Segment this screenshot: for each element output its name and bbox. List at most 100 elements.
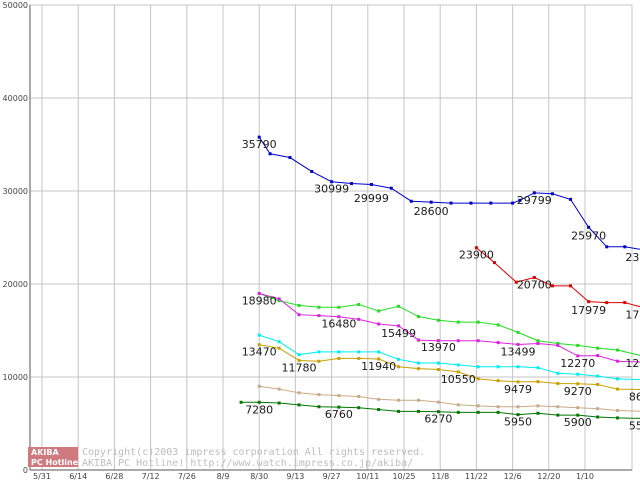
data-point xyxy=(377,408,381,412)
data-value-label: 30999 xyxy=(314,183,349,196)
data-value-label: 28600 xyxy=(414,205,449,218)
data-point xyxy=(476,377,480,381)
data-point xyxy=(357,395,361,399)
data-point xyxy=(587,300,591,304)
data-point xyxy=(474,246,478,250)
data-point xyxy=(357,302,361,306)
data-point xyxy=(516,330,520,334)
data-point xyxy=(257,291,261,295)
copyright-text: Copyright(c)2003 impress corporation All… xyxy=(82,447,425,458)
data-value-label: 17979 xyxy=(571,304,606,317)
y-tick-label: 10000 xyxy=(3,373,28,382)
data-value-label: 5900 xyxy=(564,416,592,429)
data-value-label: 6760 xyxy=(325,408,353,421)
data-value-label: 13970 xyxy=(421,341,456,354)
data-value-label: 8650 xyxy=(629,391,640,404)
axes: 0 10000 20000 30000 40000 50000 5/31 6/14 6/28 7/… xyxy=(3,1,632,480)
data-point xyxy=(277,297,281,301)
data-point xyxy=(489,201,493,205)
data-point xyxy=(569,284,573,288)
data-point xyxy=(397,357,401,361)
data-point xyxy=(397,324,401,328)
data-value-label: 10550 xyxy=(441,373,476,386)
data-point xyxy=(476,410,480,414)
data-point xyxy=(297,303,301,307)
data-point xyxy=(496,341,500,345)
data-point xyxy=(536,380,540,384)
data-point xyxy=(357,350,361,354)
data-point xyxy=(257,135,261,139)
x-tick-label: 10/11 xyxy=(356,472,379,480)
data-labels: 35790 30999 29999 28600 29799 25970 23679 23900… xyxy=(242,138,640,432)
data-point xyxy=(516,365,520,369)
data-point xyxy=(456,403,460,407)
x-tick-label: 7/12 xyxy=(142,472,160,480)
series-line-6 xyxy=(259,385,640,412)
data-point xyxy=(257,400,261,404)
data-point xyxy=(576,343,580,347)
data-point xyxy=(496,365,500,369)
data-point xyxy=(297,358,301,362)
data-value-label: 23679 xyxy=(625,251,640,264)
data-point xyxy=(277,387,281,391)
data-point xyxy=(596,374,600,378)
data-point xyxy=(436,400,440,404)
data-point xyxy=(556,343,560,347)
data-point xyxy=(416,338,420,342)
data-point xyxy=(297,353,301,357)
data-point xyxy=(317,359,321,363)
data-point xyxy=(514,280,518,284)
data-point xyxy=(596,354,600,358)
data-point xyxy=(623,301,627,305)
data-point xyxy=(596,415,600,419)
data-point xyxy=(257,343,261,347)
data-point xyxy=(416,398,420,402)
x-tick-label: 12/20 xyxy=(537,472,560,480)
data-value-label: 25970 xyxy=(571,229,606,242)
data-point xyxy=(476,339,480,343)
data-point xyxy=(389,186,393,190)
data-value-label: 17480 xyxy=(625,308,640,321)
data-point xyxy=(576,382,580,386)
data-point xyxy=(569,197,573,201)
data-point xyxy=(409,199,413,203)
footer-watermark: AKIBA PC Hotline! Copyright(c)2003 impre… xyxy=(28,447,425,469)
data-value-label: 7280 xyxy=(245,403,273,416)
x-tick-label: 12/6 xyxy=(504,472,522,480)
data-value-label: 5540 xyxy=(629,419,640,432)
data-point xyxy=(357,406,361,410)
data-point xyxy=(317,405,321,409)
data-point xyxy=(616,359,620,363)
data-point xyxy=(587,225,591,229)
data-point xyxy=(516,380,520,384)
x-tick-label: 6/14 xyxy=(69,472,87,480)
plot-frame xyxy=(29,4,633,471)
x-tick-label: 10/25 xyxy=(392,472,415,480)
data-point xyxy=(493,261,496,265)
data-point xyxy=(576,413,580,417)
x-tick-label: 9/13 xyxy=(286,472,304,480)
x-tick-label: 5/31 xyxy=(33,472,51,480)
data-point xyxy=(337,405,341,409)
data-point xyxy=(277,346,281,350)
data-point xyxy=(416,315,420,319)
data-point xyxy=(456,370,460,374)
data-point xyxy=(476,365,480,369)
data-point xyxy=(317,393,321,397)
data-point xyxy=(516,413,520,417)
data-point xyxy=(456,410,460,414)
data-point xyxy=(550,192,554,196)
data-point xyxy=(605,245,609,249)
data-point xyxy=(397,398,401,402)
data-value-label: 29999 xyxy=(354,192,389,205)
data-point xyxy=(436,318,440,322)
data-value-label: 35790 xyxy=(242,138,277,151)
akiba-logo xyxy=(28,447,78,467)
data-value-label: 12270 xyxy=(560,357,595,370)
data-point xyxy=(429,200,433,204)
data-value-label: 6270 xyxy=(424,413,452,426)
logo-top-text: AKIBA xyxy=(31,448,59,457)
y-tick-label: 50000 xyxy=(3,1,28,10)
data-value-label: 23900 xyxy=(459,249,494,262)
data-point xyxy=(516,342,520,346)
